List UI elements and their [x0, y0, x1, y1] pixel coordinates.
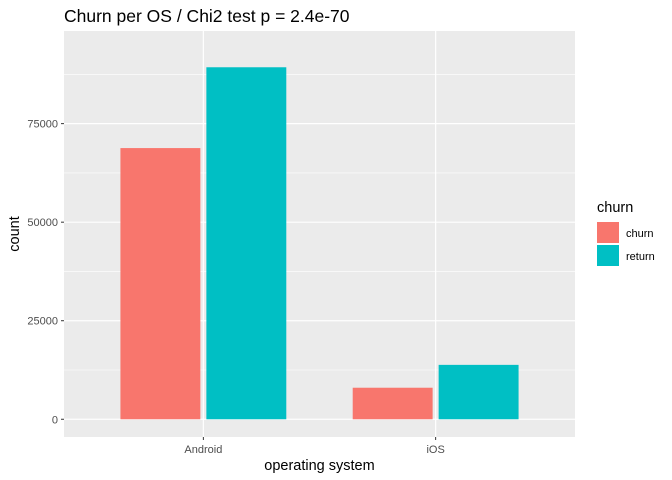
y-tick-label: 75000 — [27, 119, 58, 131]
x-tick-label: Android — [184, 444, 222, 456]
bar-churn-android — [120, 148, 201, 420]
legend-key-churn — [597, 222, 619, 243]
bar-return-android — [206, 67, 287, 420]
chart-title: Churn per OS / Chi2 test p = 2.4e-70 — [64, 6, 350, 26]
legend: churn churn return — [597, 200, 655, 266]
bar-churn-ios — [352, 387, 433, 420]
bar-return-ios — [438, 364, 519, 420]
legend-key-return — [597, 245, 619, 266]
y-axis-ticks: 0 25000 50000 75000 — [27, 119, 64, 426]
y-tick-label: 50000 — [27, 217, 58, 229]
grid-major — [64, 31, 575, 437]
x-axis-title: operating system — [264, 458, 374, 474]
legend-title: churn — [597, 200, 633, 216]
bars — [120, 67, 519, 420]
legend-label-churn: churn — [626, 228, 654, 240]
x-axis-ticks: Android iOS — [184, 437, 445, 456]
y-axis-title: count — [7, 216, 23, 251]
x-tick-label: iOS — [426, 444, 444, 456]
y-tick-label: 25000 — [27, 316, 58, 328]
y-tick-label: 0 — [52, 414, 58, 426]
legend-label-return: return — [626, 251, 655, 263]
